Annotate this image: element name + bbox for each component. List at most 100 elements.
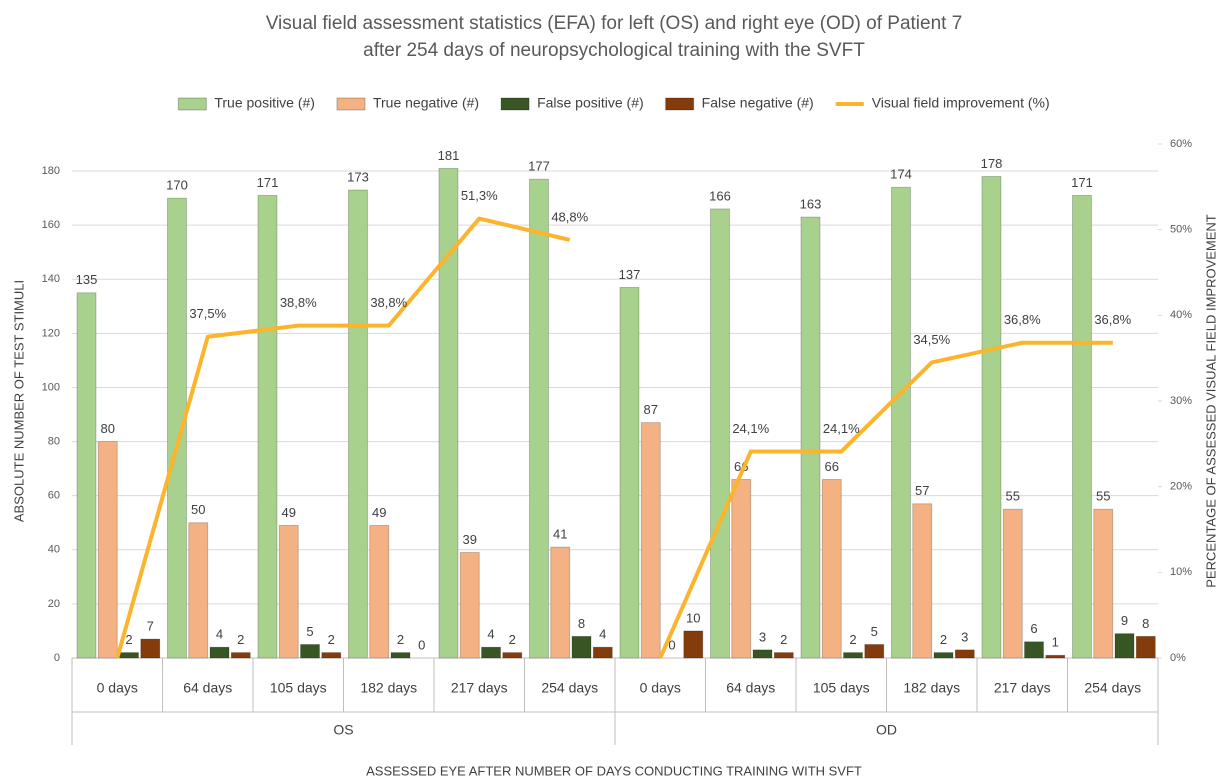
bar [981, 176, 1002, 659]
data-label: 173 [347, 169, 369, 184]
data-label: 8 [578, 616, 585, 631]
bar [843, 652, 863, 659]
x-tick-label: 217 days [994, 680, 1051, 696]
data-label: 2 [328, 632, 335, 647]
bar [1024, 641, 1044, 659]
bar [773, 652, 794, 659]
data-label: 3 [961, 629, 968, 644]
bar [502, 652, 523, 659]
bar [891, 186, 911, 659]
y-tick-label: 100 [42, 381, 60, 393]
bar [321, 652, 342, 659]
bar [390, 652, 411, 659]
data-label: 135 [76, 272, 98, 287]
x-tick-label: 254 days [541, 680, 598, 696]
y2-tick-label: 10% [1170, 566, 1192, 578]
group-label: OD [876, 722, 897, 738]
bar [481, 646, 501, 659]
bar [752, 649, 773, 659]
chart-title: after 254 days of neuropsychological tra… [363, 40, 865, 61]
bar [550, 546, 571, 659]
bar [459, 552, 480, 659]
data-label: 181 [438, 148, 460, 163]
legend-label: False negative (#) [702, 95, 814, 111]
line [658, 340, 1113, 659]
chart-title: Visual field assessment statistics (EFA)… [266, 13, 963, 34]
data-label: 171 [257, 175, 279, 190]
y2-tick-label: 30% [1170, 395, 1192, 407]
line-label: 36,8% [1094, 312, 1131, 327]
line-label: 38,8% [280, 295, 317, 310]
data-label: 5 [306, 624, 313, 639]
legend-swatch [336, 97, 366, 111]
data-label: 66 [825, 459, 839, 474]
bar [97, 441, 118, 659]
data-label: 49 [282, 505, 296, 520]
x-tick-label: 105 days [813, 680, 870, 696]
y-tick-label: 80 [48, 435, 60, 447]
data-label: 55 [1006, 489, 1020, 504]
bar [140, 638, 161, 659]
bar [933, 652, 954, 659]
bar [369, 525, 390, 659]
data-label: 39 [463, 532, 477, 547]
data-label: 50 [191, 502, 205, 517]
data-label: 178 [981, 156, 1003, 171]
data-label: 55 [1096, 489, 1110, 504]
data-label: 0 [668, 637, 675, 652]
bar [619, 286, 640, 659]
line-label: 37,5% [189, 306, 226, 321]
legend-swatch [500, 97, 530, 111]
line-label: 36,8% [1004, 312, 1041, 327]
legend-swatch [665, 97, 695, 111]
x-tick-label: 64 days [183, 680, 232, 696]
line [115, 216, 571, 659]
bar [821, 479, 842, 659]
data-label: 2 [849, 632, 856, 647]
y-tick-label: 180 [42, 165, 60, 177]
bar [731, 479, 752, 659]
y-tick-label: 120 [42, 327, 60, 339]
bar [1002, 508, 1023, 659]
bar [683, 630, 704, 659]
data-label: 7 [147, 619, 154, 634]
data-label: 2 [780, 632, 787, 647]
bar [278, 525, 299, 659]
y2-tick-label: 40% [1170, 309, 1192, 321]
data-label: 2 [125, 632, 132, 647]
y2-tick-label: 0% [1170, 652, 1186, 664]
bar [188, 522, 209, 659]
bar [912, 503, 933, 659]
data-label: 0 [418, 637, 425, 652]
data-label: 2 [940, 632, 947, 647]
bar [640, 422, 661, 659]
y2-tick-label: 60% [1170, 138, 1192, 150]
y-tick-label: 40 [48, 544, 60, 556]
line-label: 24,1% [823, 421, 860, 436]
bar [167, 197, 187, 659]
x-axis-label: ASSESSED EYE AFTER NUMBER OF DAYS CONDUC… [366, 763, 862, 778]
bar [1135, 635, 1156, 659]
bar [592, 646, 613, 659]
legend-label: False positive (#) [537, 95, 644, 111]
legend-label: True negative (#) [373, 95, 479, 111]
bar [438, 167, 459, 659]
data-label: 1 [1052, 635, 1059, 650]
bar [300, 644, 320, 659]
data-label: 177 [528, 159, 550, 174]
x-tick-label: 105 days [270, 680, 327, 696]
data-label: 171 [1071, 175, 1093, 190]
y-tick-label: 140 [42, 273, 60, 285]
data-label: 2 [237, 632, 244, 647]
data-label: 41 [553, 527, 567, 542]
data-label: 2 [509, 632, 516, 647]
bar [954, 649, 975, 659]
line-label: 24,1% [732, 421, 769, 436]
data-label: 137 [619, 267, 641, 282]
bar [710, 208, 730, 659]
data-label: 87 [644, 402, 658, 417]
x-tick-label: 254 days [1084, 680, 1141, 696]
x-tick-label: 0 days [640, 680, 681, 696]
data-label: 4 [216, 627, 223, 642]
